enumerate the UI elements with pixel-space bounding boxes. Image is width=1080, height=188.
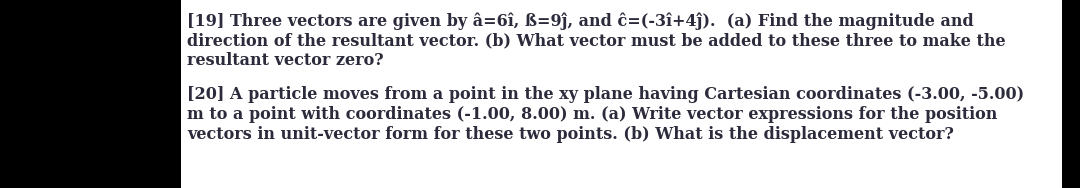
Text: resultant vector zero?: resultant vector zero? [187,52,383,69]
Text: m to a point with coordinates (-1.00, 8.00) m. (a) Write vector expressions for : m to a point with coordinates (-1.00, 8.… [187,106,997,123]
FancyBboxPatch shape [181,0,1062,188]
Text: [19] Three vectors are given by â=6î, ß=9ĵ, and ĉ=(-3î+4ĵ).  (a) Find the magnit: [19] Three vectors are given by â=6î, ß=… [187,12,973,30]
Text: direction of the resultant vector. (b) What vector must be added to these three : direction of the resultant vector. (b) W… [187,32,1005,49]
Text: vectors in unit-vector form for these two points. (b) What is the displacement v: vectors in unit-vector form for these tw… [187,126,954,143]
Text: [20] A particle moves from a point in the xy plane having Cartesian coordinates : [20] A particle moves from a point in th… [187,86,1024,103]
